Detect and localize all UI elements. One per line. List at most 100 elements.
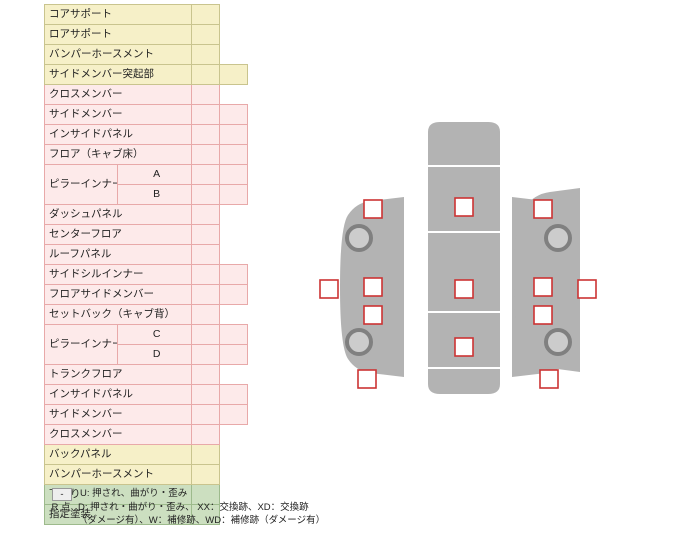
part-label: セットバック（キャブ背） bbox=[44, 304, 192, 325]
table-row: B bbox=[45, 184, 248, 205]
damage-marker bbox=[363, 277, 383, 297]
part-label: ピラーインナー bbox=[43, 164, 119, 205]
damage-cell[interactable] bbox=[190, 104, 221, 125]
damage-marker bbox=[454, 197, 474, 217]
damage-cell[interactable] bbox=[219, 184, 248, 205]
damage-cell bbox=[220, 205, 248, 225]
table-row: ダッシュパネル bbox=[44, 204, 248, 225]
body-center-view bbox=[428, 122, 500, 394]
part-label: クロスメンバー bbox=[44, 84, 192, 105]
table-row: コアサポート bbox=[44, 4, 248, 25]
part-label: サイドメンバー bbox=[44, 104, 192, 125]
damage-cell[interactable] bbox=[190, 484, 221, 505]
damage-marker bbox=[533, 277, 553, 297]
damage-marker bbox=[539, 369, 559, 389]
damage-cell[interactable] bbox=[219, 344, 248, 365]
damage-cell[interactable] bbox=[190, 24, 221, 45]
damage-cell[interactable] bbox=[190, 244, 221, 265]
table-row: セットバック（キャブ背） bbox=[44, 304, 248, 325]
legend-row: R 点 D: 押され・曲がり・歪み、 XX：交換跡、XD：交換跡 bbox=[44, 501, 444, 514]
damage-cell[interactable] bbox=[190, 204, 221, 225]
damage-cell bbox=[220, 85, 248, 105]
damage-cell bbox=[220, 365, 248, 385]
damage-cell[interactable] bbox=[190, 224, 221, 245]
damage-cell[interactable] bbox=[190, 284, 221, 305]
damage-cell[interactable] bbox=[190, 164, 221, 185]
part-label: インサイドパネル bbox=[44, 384, 192, 405]
damage-cell[interactable] bbox=[190, 504, 221, 525]
damage-cell bbox=[220, 5, 248, 25]
table-row: 下回り bbox=[44, 484, 248, 505]
table-row: ロアサポート bbox=[44, 24, 248, 45]
table-row: サイドメンバー bbox=[44, 404, 248, 425]
damage-cell[interactable] bbox=[190, 324, 221, 345]
table-row: フロアサイドメンバー bbox=[44, 284, 248, 305]
damage-cell[interactable] bbox=[190, 444, 221, 465]
damage-cell[interactable] bbox=[190, 44, 221, 65]
part-label: バンパーホースメント bbox=[44, 44, 192, 65]
damage-cell[interactable] bbox=[190, 364, 221, 385]
damage-marker bbox=[577, 279, 597, 299]
table-row: ピラーインナー C bbox=[43, 324, 248, 365]
part-label: コアサポート bbox=[44, 4, 192, 25]
damage-cell[interactable] bbox=[219, 264, 248, 285]
body-left-side-view bbox=[319, 197, 404, 389]
damage-cell bbox=[220, 445, 248, 465]
damage-cell[interactable] bbox=[190, 84, 221, 105]
table-row: インサイドパネル bbox=[44, 384, 248, 405]
part-label: フロアサイドメンバー bbox=[44, 284, 192, 305]
legend-key-rpoint: R 点 bbox=[51, 502, 71, 513]
damage-cell[interactable] bbox=[219, 144, 248, 165]
part-label: ダッシュパネル bbox=[44, 204, 192, 225]
damage-cell[interactable] bbox=[219, 124, 248, 145]
part-sublabel: C bbox=[117, 324, 192, 345]
damage-cell[interactable] bbox=[219, 324, 248, 345]
legend-text-d: D: 押され・曲がり・歪み、 XX：交換跡、XD：交換跡 bbox=[78, 502, 309, 513]
damage-cell[interactable] bbox=[190, 304, 221, 325]
damage-cell bbox=[220, 465, 248, 485]
damage-cell[interactable] bbox=[219, 64, 248, 85]
damage-cell[interactable] bbox=[190, 464, 221, 485]
damage-cell[interactable] bbox=[190, 124, 221, 145]
part-label: インサイドパネル bbox=[44, 124, 192, 145]
damage-cell[interactable] bbox=[219, 284, 248, 305]
damage-marker bbox=[357, 369, 377, 389]
damage-cell bbox=[220, 245, 248, 265]
center-body-shape bbox=[428, 122, 500, 394]
damage-cell[interactable] bbox=[190, 344, 221, 365]
part-label: 下回り bbox=[44, 484, 192, 505]
part-label: センターフロア bbox=[44, 224, 192, 245]
damage-cell[interactable] bbox=[190, 4, 221, 25]
damage-cell[interactable] bbox=[190, 384, 221, 405]
damage-cell[interactable] bbox=[190, 144, 221, 165]
wheel-icon bbox=[345, 224, 373, 252]
damage-cell bbox=[220, 225, 248, 245]
damage-cell bbox=[220, 25, 248, 45]
damage-cell bbox=[220, 305, 248, 325]
wheel-icon bbox=[544, 328, 572, 356]
damage-cell[interactable] bbox=[219, 104, 248, 125]
legend-text-u: U: 押され、曲がり・歪み bbox=[80, 488, 188, 499]
table-row: サイドメンバー突起部 bbox=[44, 64, 248, 85]
table-row: フロア（キャブ床） bbox=[44, 144, 248, 165]
part-label: サイドメンバー突起部 bbox=[44, 64, 192, 85]
table-row: インサイドパネル bbox=[44, 124, 248, 145]
damage-marker bbox=[533, 199, 553, 219]
damage-cell[interactable] bbox=[190, 184, 221, 205]
part-label: ロアサポート bbox=[44, 24, 192, 45]
damage-cell[interactable] bbox=[190, 264, 221, 285]
damage-cell[interactable] bbox=[190, 64, 221, 85]
damage-marker bbox=[363, 199, 383, 219]
table-row: トランクフロア bbox=[44, 364, 248, 385]
damage-cell[interactable] bbox=[219, 384, 248, 405]
part-label: 指定塗装 bbox=[44, 504, 192, 525]
part-label: サイドシルインナー bbox=[44, 264, 192, 285]
damage-cell[interactable] bbox=[190, 424, 221, 445]
damage-cell[interactable] bbox=[219, 164, 248, 185]
damage-marker bbox=[319, 279, 339, 299]
damage-cell[interactable] bbox=[219, 404, 248, 425]
legend: - U: 押され、曲がり・歪み R 点 D: 押され・曲がり・歪み、 XX：交換… bbox=[44, 487, 444, 527]
damage-cell[interactable] bbox=[190, 404, 221, 425]
part-label: バックパネル bbox=[44, 444, 192, 465]
